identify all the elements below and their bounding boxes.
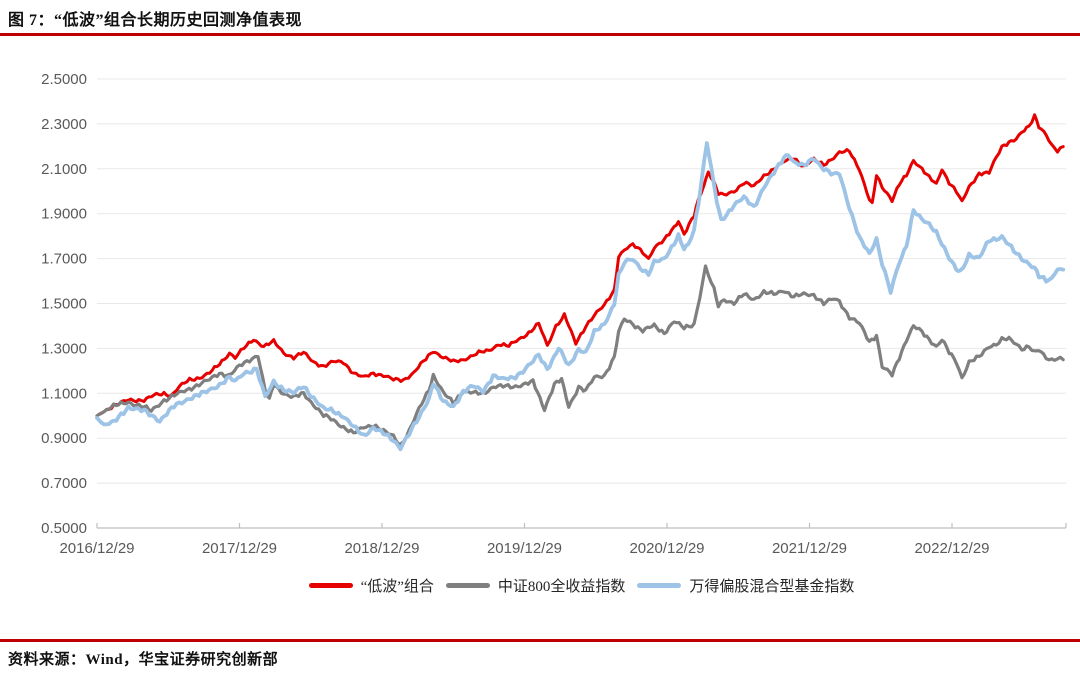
y-axis-tick-label: 1.1000 (41, 385, 87, 402)
legend-swatch-icon (445, 583, 490, 588)
x-axis-tick-label: 2020/12/29 (629, 540, 704, 557)
legend-item-3: 万得偏股混合型基金指数 (637, 575, 854, 596)
y-axis-tick-label: 1.3000 (41, 340, 87, 357)
legend-label: 中证800全收益指数 (497, 579, 626, 595)
legend-item-1: “低波”组合 (308, 575, 434, 596)
x-axis-tick-label: 2022/12/29 (914, 540, 989, 557)
y-axis-tick-label: 0.9000 (41, 430, 87, 447)
legend-label: 万得偏股混合型基金指数 (689, 579, 855, 595)
chart-legend: “低波”组合 中证800全收益指数 万得偏股混合型基金指数 (97, 575, 1066, 596)
series-line-3 (95, 141, 1066, 452)
x-axis-tick-label: 2017/12/29 (202, 540, 277, 557)
series-line-2 (95, 264, 1065, 446)
y-axis-tick-label: 0.7000 (41, 475, 87, 492)
y-axis-tick-label: 0.5000 (41, 520, 87, 537)
footer-divider-rule (0, 639, 1080, 642)
y-axis-tick-label: 1.9000 (41, 206, 87, 223)
y-axis-tick-label: 1.5000 (41, 296, 87, 313)
legend-item-2: 中证800全收益指数 (445, 575, 626, 596)
x-axis-tick-label: 2018/12/29 (344, 540, 419, 557)
figure-title: 图 7：“低波”组合长期历史回测净值表现 (8, 12, 303, 29)
y-axis-tick-label: 1.7000 (41, 251, 87, 268)
x-axis-tick-label: 2019/12/29 (487, 540, 562, 557)
series-line-1 (95, 113, 1065, 418)
y-axis-tick-label: 2.3000 (41, 116, 87, 133)
legend-swatch-icon (308, 583, 353, 588)
x-axis-tick-label: 2021/12/29 (772, 540, 847, 557)
y-axis-tick-label: 2.1000 (41, 161, 87, 178)
legend-swatch-icon (637, 583, 682, 588)
legend-label: “低波”组合 (360, 579, 434, 595)
title-divider-rule (0, 33, 1080, 36)
source-note: 资料来源：Wind，华宝证券研究创新部 (8, 652, 279, 668)
y-axis-tick-label: 2.5000 (41, 71, 87, 88)
x-axis-tick-label: 2016/12/29 (59, 540, 134, 557)
